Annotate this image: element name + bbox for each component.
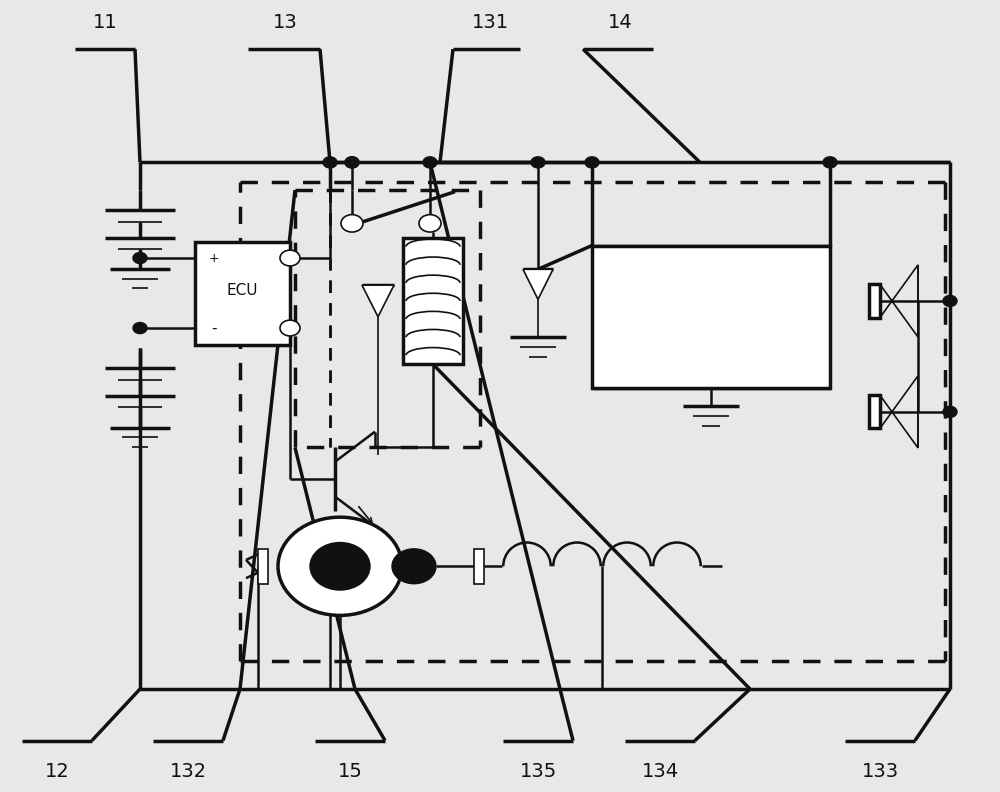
Bar [474,549,484,584]
Circle shape [585,157,599,168]
Circle shape [943,406,957,417]
Circle shape [419,215,441,232]
Text: 134: 134 [641,762,679,781]
Bar [869,284,880,318]
Circle shape [133,253,147,264]
Text: 11: 11 [93,13,117,32]
Text: 132: 132 [169,762,207,781]
Circle shape [345,157,359,168]
Text: -: - [211,321,217,336]
Bar [592,246,830,388]
Text: 13: 13 [273,13,297,32]
Text: 15: 15 [338,762,362,781]
Circle shape [531,157,545,168]
Text: 131: 131 [471,13,509,32]
Bar [403,238,463,364]
Text: ECU: ECU [227,284,258,299]
Circle shape [392,549,436,584]
Text: 12: 12 [45,762,69,781]
Polygon shape [362,285,394,317]
Circle shape [823,157,837,168]
Bar [869,395,880,428]
Circle shape [423,157,437,168]
Bar [195,242,290,345]
Circle shape [943,295,957,307]
Circle shape [280,250,300,266]
Text: +: + [209,252,219,265]
Text: 135: 135 [519,762,557,781]
Circle shape [310,543,370,590]
Text: 133: 133 [861,762,899,781]
Circle shape [345,157,359,168]
Circle shape [280,320,300,336]
Text: 14: 14 [608,13,632,32]
Circle shape [341,215,363,232]
Circle shape [323,157,337,168]
Circle shape [278,517,402,615]
Polygon shape [523,269,553,299]
Bar [258,549,268,584]
Circle shape [133,322,147,333]
